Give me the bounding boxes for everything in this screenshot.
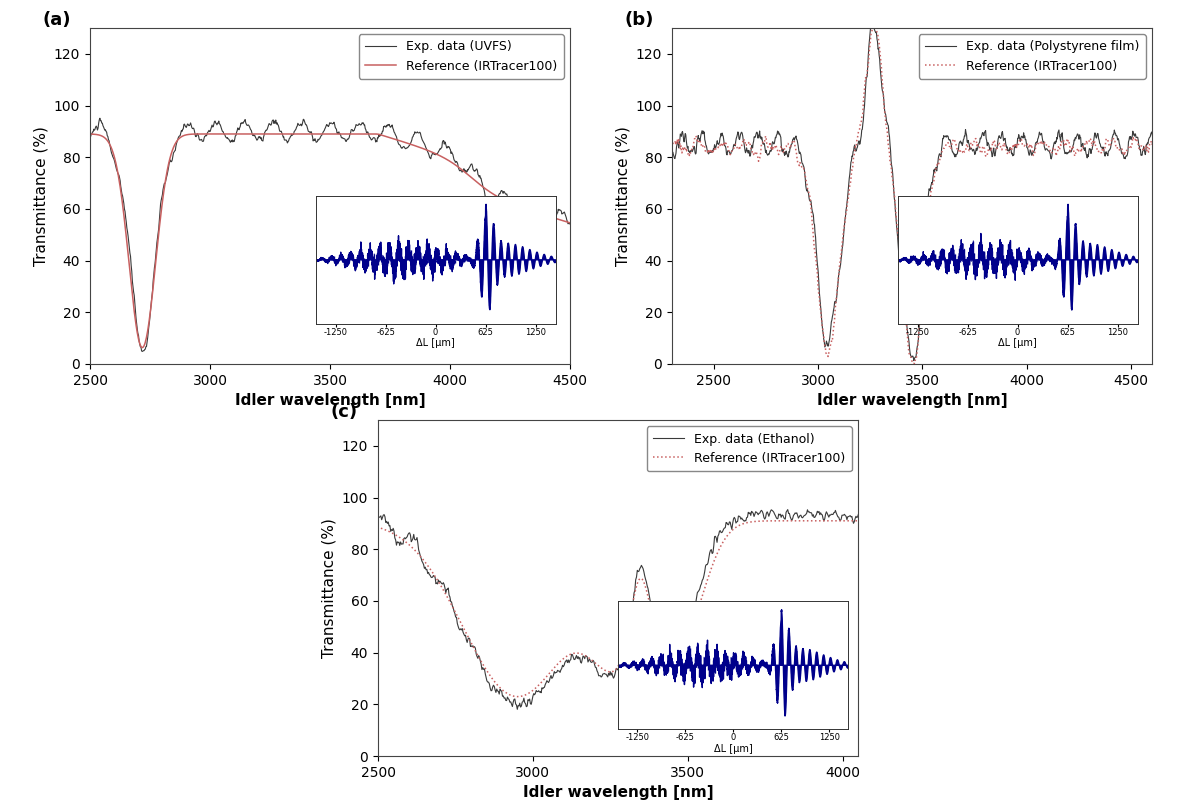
Exp. data (UVFS) <box>391 138 406 148</box>
Exp. data (UVFS) <box>364 134 378 143</box>
Legend: Exp. data (Ethanol), Reference (IRTracer100): Exp. data (Ethanol), Reference (IRTracer… <box>647 426 852 471</box>
Exp. data (Ethanol) <box>857 594 871 603</box>
Reference (IRTracer100) <box>568 279 582 289</box>
Exp. data (Ethanol) <box>780 505 794 514</box>
Reference (IRTracer100) <box>78 228 92 238</box>
Exp. data (Ethanol) <box>588 662 602 672</box>
Y-axis label: Transmittance (%): Transmittance (%) <box>34 126 48 266</box>
Reference (IRTracer100) <box>391 135 406 145</box>
Exp. data (UVFS) <box>92 114 107 123</box>
Reference (IRTracer100) <box>491 682 505 691</box>
Exp. data (Polystyrene film) <box>864 23 878 33</box>
Exp. data (Polystyrene film) <box>1009 140 1024 150</box>
Reference (IRTracer100) <box>695 594 709 603</box>
Reference (IRTracer100) <box>868 23 882 33</box>
Reference (IRTracer100) <box>1148 228 1163 238</box>
Reference (IRTracer100) <box>870 27 884 37</box>
Line: Reference (IRTracer100): Reference (IRTracer100) <box>85 134 575 347</box>
Exp. data (Polystyrene film) <box>661 209 676 218</box>
Exp. data (Ethanol) <box>365 597 379 606</box>
Reference (IRTracer100) <box>377 131 391 141</box>
Reference (IRTracer100) <box>510 692 524 702</box>
Reference (IRTracer100) <box>364 129 378 138</box>
Exp. data (UVFS) <box>377 122 391 131</box>
Exp. data (UVFS) <box>134 346 149 356</box>
Y-axis label: Transmittance (%): Transmittance (%) <box>616 126 630 266</box>
Reference (IRTracer100) <box>857 617 871 626</box>
X-axis label: Idler wavelength [nm]: Idler wavelength [nm] <box>523 786 713 800</box>
Reference (IRTracer100) <box>655 641 670 650</box>
Exp. data (Ethanol) <box>510 705 524 714</box>
Reference (IRTracer100) <box>108 156 122 166</box>
Reference (IRTracer100) <box>134 342 149 352</box>
Exp. data (Ethanol) <box>736 515 750 525</box>
Exp. data (Ethanol) <box>655 634 670 643</box>
Reference (IRTracer100) <box>221 129 235 138</box>
Reference (IRTracer100) <box>1084 134 1098 144</box>
Exp. data (UVFS) <box>450 159 464 169</box>
Exp. data (Ethanol) <box>491 686 505 696</box>
Exp. data (Polystyrene film) <box>870 34 884 43</box>
Exp. data (UVFS) <box>78 208 92 218</box>
Legend: Exp. data (UVFS), Reference (IRTracer100): Exp. data (UVFS), Reference (IRTracer100… <box>359 34 564 79</box>
Reference (IRTracer100) <box>450 162 464 171</box>
Reference (IRTracer100) <box>787 141 802 150</box>
Exp. data (Polystyrene film) <box>1030 137 1044 146</box>
Exp. data (Ethanol) <box>695 579 709 589</box>
Line: Exp. data (UVFS): Exp. data (UVFS) <box>85 118 575 351</box>
Exp. data (UVFS) <box>500 194 515 203</box>
Legend: Exp. data (Polystyrene film), Reference (IRTracer100): Exp. data (Polystyrene film), Reference … <box>919 34 1146 79</box>
Exp. data (Polystyrene film) <box>1148 210 1163 219</box>
X-axis label: Idler wavelength [nm]: Idler wavelength [nm] <box>817 394 1007 408</box>
Reference (IRTracer100) <box>1009 143 1024 153</box>
Exp. data (Polystyrene film) <box>714 129 728 138</box>
Line: Reference (IRTracer100): Reference (IRTracer100) <box>668 28 1156 364</box>
Exp. data (UVFS) <box>568 272 582 282</box>
Exp. data (Polystyrene film) <box>907 356 922 366</box>
Reference (IRTracer100) <box>736 519 750 529</box>
Exp. data (UVFS) <box>109 162 124 171</box>
Text: (b): (b) <box>624 11 653 29</box>
X-axis label: Idler wavelength [nm]: Idler wavelength [nm] <box>235 394 425 408</box>
Reference (IRTracer100) <box>661 230 676 239</box>
Reference (IRTracer100) <box>714 141 728 150</box>
Exp. data (Polystyrene film) <box>1084 144 1098 154</box>
Y-axis label: Transmittance (%): Transmittance (%) <box>322 518 336 658</box>
Line: Exp. data (Polystyrene film): Exp. data (Polystyrene film) <box>668 28 1156 361</box>
Reference (IRTracer100) <box>854 516 869 526</box>
Exp. data (Ethanol) <box>451 624 466 634</box>
Line: Exp. data (Ethanol): Exp. data (Ethanol) <box>372 510 864 710</box>
Reference (IRTracer100) <box>365 620 379 630</box>
Reference (IRTracer100) <box>588 658 602 668</box>
Reference (IRTracer100) <box>500 197 515 206</box>
Reference (IRTracer100) <box>1030 138 1044 148</box>
Reference (IRTracer100) <box>907 359 922 369</box>
Line: Reference (IRTracer100): Reference (IRTracer100) <box>372 521 864 697</box>
Exp. data (Polystyrene film) <box>787 134 802 143</box>
Text: (c): (c) <box>330 403 358 421</box>
Text: (a): (a) <box>42 11 71 29</box>
Reference (IRTracer100) <box>451 614 466 624</box>
